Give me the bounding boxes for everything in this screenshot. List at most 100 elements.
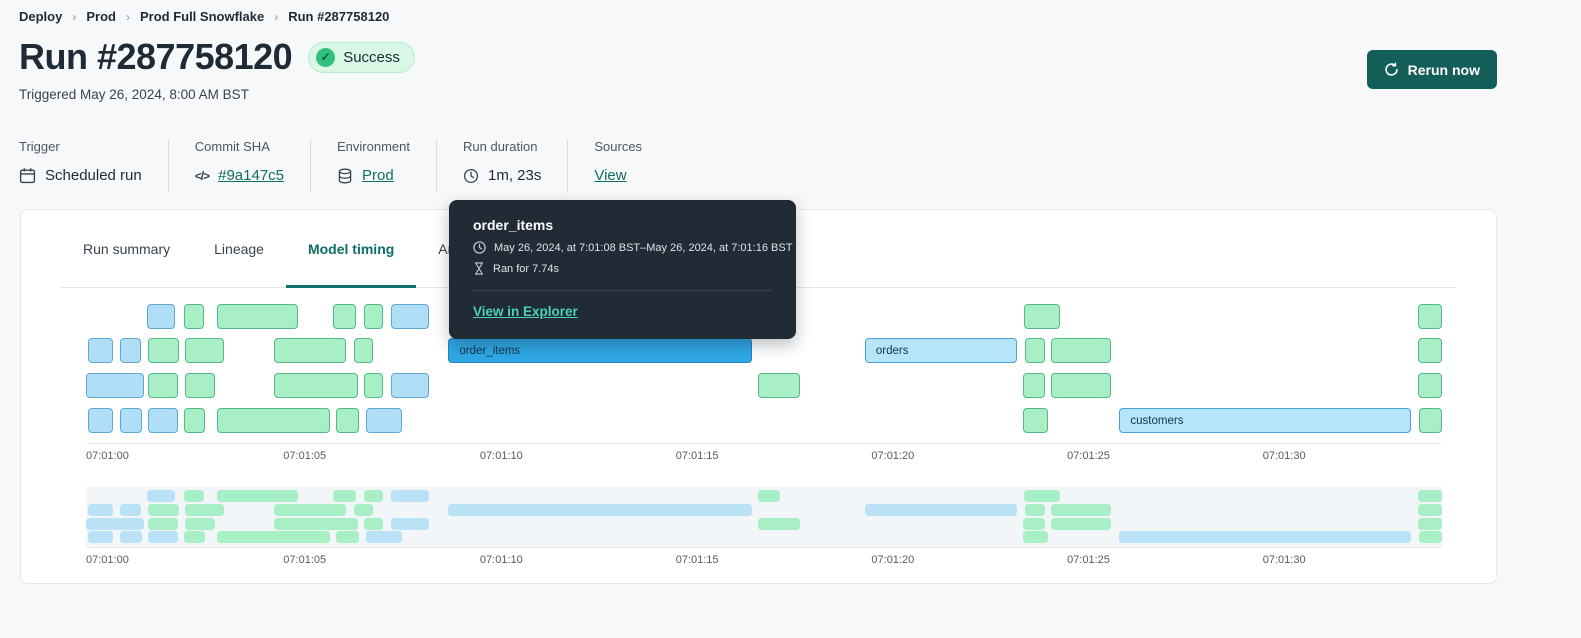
minimap-bar bbox=[332, 490, 356, 502]
axis-tick: 07:01:20 bbox=[871, 450, 915, 462]
rerun-label: Rerun now bbox=[1407, 61, 1480, 78]
timing-bar[interactable] bbox=[273, 373, 358, 398]
minimap-bar bbox=[184, 517, 215, 530]
timing-bar[interactable] bbox=[1417, 373, 1442, 398]
breadcrumb-item-prod[interactable]: Prod bbox=[86, 9, 116, 24]
timing-bar[interactable] bbox=[1023, 304, 1060, 329]
minimap-bar bbox=[147, 504, 179, 516]
timing-bar[interactable] bbox=[335, 408, 359, 433]
meta-link--9a147c5[interactable]: #9a147c5 bbox=[218, 167, 285, 184]
minimap-bar bbox=[119, 531, 142, 543]
timing-bar[interactable] bbox=[1050, 338, 1112, 363]
timing-bar[interactable] bbox=[1024, 338, 1045, 363]
axis-tick: 07:01:15 bbox=[675, 554, 719, 566]
time-axis: 07:01:00 07:01:05 07:01:10 07:01:15 07:01:20… bbox=[86, 448, 1442, 466]
timing-bar[interactable] bbox=[119, 408, 142, 433]
timing-bar[interactable] bbox=[353, 338, 373, 363]
timing-bar[interactable] bbox=[365, 408, 402, 433]
success-check-icon: ✓ bbox=[316, 47, 336, 67]
minimap-bar bbox=[758, 490, 780, 502]
timing-bar[interactable] bbox=[1419, 408, 1442, 433]
minimap-bar bbox=[119, 504, 141, 516]
meta-label: Sources bbox=[594, 139, 643, 154]
meta-col-commit-sha: Commit SHA </> #9a147c5 bbox=[169, 139, 312, 193]
page-title: Run #287758120 bbox=[19, 36, 293, 77]
timing-bar-customers[interactable]: customers bbox=[1119, 408, 1411, 433]
timing-bar[interactable] bbox=[216, 304, 298, 329]
clock-icon bbox=[463, 168, 479, 184]
timing-bar-label: order_items bbox=[459, 344, 521, 357]
timing-bar[interactable] bbox=[183, 304, 204, 329]
meta-value: </> #9a147c5 bbox=[195, 167, 284, 184]
timing-bar[interactable] bbox=[147, 373, 178, 398]
meta-col-trigger: Trigger Scheduled run bbox=[19, 139, 169, 193]
rerun-now-button[interactable]: Rerun now bbox=[1366, 50, 1497, 89]
timing-bar[interactable] bbox=[332, 304, 356, 329]
timing-bar[interactable] bbox=[1022, 373, 1045, 398]
timing-bar-order_items[interactable]: order_items bbox=[448, 338, 753, 363]
breadcrumb-item-prod-full-snowflake[interactable]: Prod Full Snowflake bbox=[139, 9, 265, 24]
minimap-bar bbox=[1119, 531, 1411, 543]
meta-value: View bbox=[594, 167, 642, 184]
timing-bar[interactable] bbox=[363, 373, 384, 398]
timing-bar[interactable] bbox=[183, 408, 205, 433]
tab-model-timing[interactable]: Model timing bbox=[285, 210, 417, 288]
view-in-explorer-link[interactable]: View in Explorer bbox=[473, 304, 578, 319]
meta-value: Scheduled run bbox=[19, 167, 142, 184]
axis-tick: 07:01:30 bbox=[1262, 554, 1306, 566]
timing-bar[interactable] bbox=[119, 338, 141, 363]
title-row: Run #287758120 ✓ Success bbox=[19, 36, 1581, 78]
timing-bar[interactable] bbox=[147, 338, 179, 363]
tab-lineage[interactable]: Lineage bbox=[192, 210, 286, 287]
timing-bar[interactable] bbox=[184, 373, 215, 398]
meta-link-prod[interactable]: Prod bbox=[362, 167, 394, 184]
timing-bar[interactable] bbox=[147, 408, 178, 433]
timing-minimap[interactable] bbox=[86, 487, 1442, 548]
minimap-bar bbox=[273, 504, 346, 516]
minimap-bar bbox=[184, 504, 224, 516]
minimap-bar bbox=[758, 517, 800, 530]
timing-bar[interactable] bbox=[1417, 338, 1442, 363]
timing-bar[interactable] bbox=[758, 373, 800, 398]
triggered-timestamp: Triggered May 26, 2024, 8:00 AM BST bbox=[19, 87, 249, 102]
timing-bar[interactable] bbox=[1417, 304, 1442, 329]
timing-bar[interactable] bbox=[88, 408, 113, 433]
meta-label: Trigger bbox=[19, 139, 60, 154]
minimap-bar bbox=[216, 531, 330, 543]
breadcrumb-item-deploy[interactable]: Deploy bbox=[19, 9, 63, 24]
meta-value: 1m, 23s bbox=[463, 167, 541, 184]
timing-bar[interactable] bbox=[86, 373, 144, 398]
clock-icon bbox=[473, 241, 486, 254]
tab-run-summary[interactable]: Run summary bbox=[61, 210, 192, 287]
meta-col-environment: Environment Prod bbox=[311, 139, 437, 193]
timing-bar[interactable] bbox=[1022, 408, 1048, 433]
meta-link-view[interactable]: View bbox=[594, 167, 627, 184]
axis-tick: 07:01:25 bbox=[1067, 554, 1110, 566]
gantt-row: order_items orders bbox=[86, 338, 1442, 363]
minimap-bar bbox=[1050, 504, 1112, 516]
gantt-plot[interactable]: order_items orders customers bbox=[86, 304, 1442, 444]
meta-label: Commit SHA bbox=[194, 139, 270, 154]
timing-bar-orders[interactable]: orders bbox=[864, 338, 1017, 363]
timing-bar[interactable] bbox=[184, 338, 224, 363]
axis-tick: 07:01:20 bbox=[871, 554, 915, 566]
run-meta-row: Trigger Scheduled run Commit SHA </> #9a147c… bbox=[19, 139, 1581, 193]
minimap-bar bbox=[1417, 490, 1442, 502]
minimap-row bbox=[86, 504, 1442, 516]
timing-bar[interactable] bbox=[1050, 373, 1112, 398]
timing-bar[interactable] bbox=[363, 304, 384, 329]
timing-bar[interactable] bbox=[146, 304, 175, 329]
timing-bar[interactable] bbox=[216, 408, 330, 433]
timing-bar[interactable] bbox=[273, 338, 346, 363]
timing-bar[interactable] bbox=[88, 338, 113, 363]
timing-bar[interactable] bbox=[390, 304, 429, 329]
minimap-row bbox=[86, 531, 1442, 543]
timing-bar-label: orders bbox=[875, 344, 909, 357]
tooltip-time-range: May 26, 2024, at 7:01:08 BST–May 26, 202… bbox=[494, 241, 793, 254]
meta-text: Scheduled run bbox=[45, 167, 142, 184]
minimap-bar bbox=[448, 504, 753, 516]
gantt-row bbox=[86, 373, 1442, 398]
meta-col-run-duration: Run duration 1m, 23s bbox=[437, 139, 569, 193]
minimap-bar bbox=[1050, 517, 1112, 530]
timing-bar[interactable] bbox=[390, 373, 429, 398]
